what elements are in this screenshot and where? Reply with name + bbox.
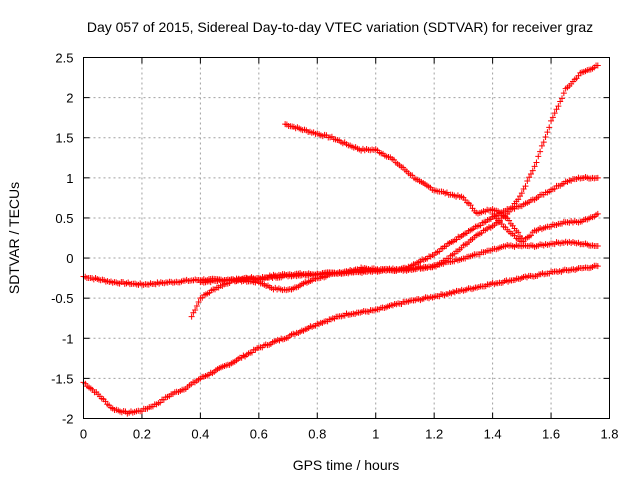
data-point (518, 190, 525, 197)
x-tick-label: 0.6 (250, 427, 268, 442)
x-tick-label: 1.4 (484, 427, 502, 442)
data-point (527, 232, 534, 239)
x-tick-label: 0.2 (133, 427, 151, 442)
x-tick-label: 1.2 (425, 427, 443, 442)
data-point (546, 124, 553, 131)
x-tick-label: 0 (80, 427, 87, 442)
data-point (524, 177, 531, 184)
data-point (544, 129, 551, 136)
chart-title: Day 057 of 2015, Sidereal Day-to-day VTE… (87, 19, 593, 35)
y-tick-label: 0.5 (55, 211, 73, 226)
data-point (506, 217, 513, 224)
data-point (555, 103, 562, 110)
data-point (594, 243, 601, 250)
x-tick-label: 1.6 (542, 427, 560, 442)
data-point (517, 193, 524, 200)
y-tick-label: -1.5 (51, 371, 73, 386)
y-tick-label: 1.5 (55, 131, 73, 146)
data-point (559, 95, 566, 102)
x-tick-label: 0.8 (308, 427, 326, 442)
y-tick-label: 0 (66, 251, 73, 266)
data-point (594, 62, 601, 69)
data-point (540, 139, 547, 146)
data-point (538, 142, 545, 149)
data-point (594, 263, 601, 270)
y-tick-label: -2 (62, 412, 74, 427)
data-point (192, 307, 199, 314)
y-axis-label: SDTVAR / TECUs (6, 182, 22, 294)
series-track-rising-steep (80, 62, 601, 288)
y-axis: -2 -1.5 -1 -0.5 0 0.5 1 1.5 2 2.5 (51, 51, 610, 427)
data-point (535, 153, 542, 160)
data-point (195, 298, 202, 305)
data-point (526, 174, 533, 181)
series-track-hump (197, 174, 601, 294)
data-point (527, 170, 534, 177)
data-point (557, 98, 564, 105)
data-point (467, 202, 474, 209)
data-point (193, 303, 200, 310)
data-point (529, 167, 536, 174)
plot-frame (83, 57, 610, 419)
data-point (549, 114, 556, 121)
data-point (537, 148, 544, 155)
data-point (533, 159, 540, 166)
series-track-lower-branch (489, 210, 601, 245)
x-tick-label: 1.8 (600, 427, 618, 442)
series-track-bottom (80, 262, 601, 417)
y-tick-label: -1 (62, 331, 74, 346)
y-tick-label: 1 (66, 171, 73, 186)
data-point (522, 183, 529, 190)
data-point (548, 117, 555, 124)
y-tick-label: 2.5 (55, 51, 73, 66)
x-axis: 0 0.2 0.4 0.6 0.8 1 1.2 1.4 1.6 1.8 (80, 57, 619, 442)
data-points (80, 62, 601, 417)
y-tick-label: -0.5 (51, 291, 73, 306)
data-point (531, 163, 538, 170)
data-point (560, 90, 567, 97)
data-point (553, 106, 560, 113)
x-tick-label: 1 (372, 427, 379, 442)
series-track-descending (282, 121, 525, 241)
y-tick-label: 2 (66, 91, 73, 106)
x-tick-label: 0.4 (191, 427, 209, 442)
data-point (594, 210, 601, 217)
x-axis-label: GPS time / hours (293, 457, 400, 473)
data-point (188, 313, 195, 320)
data-point (515, 196, 522, 203)
data-point (594, 174, 601, 181)
data-point (542, 134, 549, 141)
data-point (551, 110, 558, 117)
grid (83, 57, 610, 419)
data-point (515, 229, 522, 236)
